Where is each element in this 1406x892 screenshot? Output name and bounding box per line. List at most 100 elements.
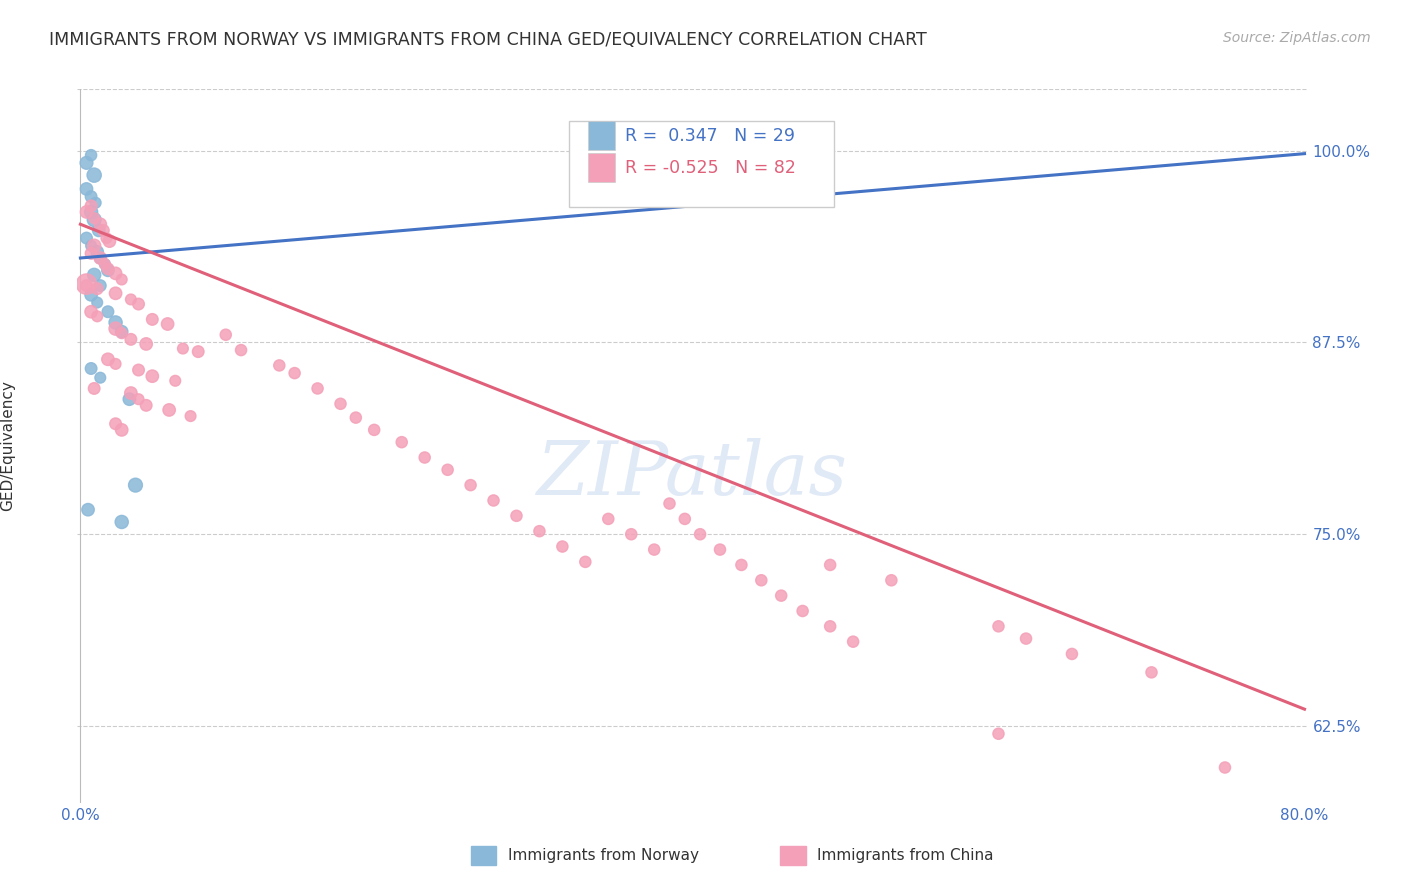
Point [284,366,307,380]
Point [344,410,367,425]
Point [86,244,108,259]
Point [505,508,527,523]
Point [86,310,108,324]
Point [987,619,1010,633]
Point [215,327,238,342]
Point [89,251,111,265]
Point [104,417,127,431]
Point [80,205,103,219]
Point [141,312,163,326]
Point [97,263,120,277]
Point [80,304,103,318]
Point [172,342,194,356]
Point [187,344,209,359]
Point [83,168,105,182]
Point [83,381,105,395]
Text: Source: ZipAtlas.com: Source: ZipAtlas.com [1223,31,1371,45]
Point [658,497,681,511]
Point [436,463,458,477]
Point [180,409,202,423]
Point [104,321,127,335]
Point [269,359,291,373]
Point [1060,647,1083,661]
Point [643,542,665,557]
Point [111,272,134,286]
Point [128,392,150,407]
Point [94,257,117,271]
Point [89,217,111,231]
Point [1015,632,1038,646]
Point [157,403,180,417]
Point [124,478,146,492]
Point [80,246,103,260]
Point [76,156,98,170]
Point [529,524,551,538]
Point [156,317,179,331]
Point [80,238,103,252]
Point [229,343,252,357]
Point [329,397,352,411]
Point [818,558,841,572]
Point [363,423,385,437]
Point [818,619,841,633]
Point [104,266,127,280]
Point [1213,760,1236,774]
Text: ZIPatlas: ZIPatlas [537,438,848,511]
Text: R = -0.525   N = 82: R = -0.525 N = 82 [624,159,796,177]
Point [482,493,505,508]
Point [87,223,110,237]
Y-axis label: GED/Equivalency: GED/Equivalency [0,381,15,511]
Point [86,282,108,296]
Point [89,370,111,384]
Point [76,205,98,219]
Text: Immigrants from China: Immigrants from China [817,848,994,863]
Point [93,223,115,237]
Point [111,326,134,341]
Point [987,727,1010,741]
Point [620,527,643,541]
Point [1140,665,1163,680]
Point [391,435,413,450]
Point [118,392,141,407]
Point [76,278,98,293]
Point [83,212,105,227]
Point [80,189,103,203]
Point [770,589,793,603]
FancyBboxPatch shape [569,121,834,207]
Point [165,374,187,388]
Point [84,195,107,210]
Point [689,527,711,541]
Point [97,352,120,367]
Point [89,251,111,265]
Point [76,182,98,196]
Point [80,361,103,376]
Point [86,295,108,310]
Text: R =  0.347   N = 29: R = 0.347 N = 29 [624,127,794,145]
Point [120,293,142,307]
Point [599,184,621,198]
Point [141,369,163,384]
Text: Immigrants from Norway: Immigrants from Norway [508,848,699,863]
Point [120,386,142,401]
Point [792,604,814,618]
Point [104,357,127,371]
Point [842,634,865,648]
Point [97,304,120,318]
Point [83,268,105,282]
Point [97,261,120,276]
Text: IMMIGRANTS FROM NORWAY VS IMMIGRANTS FROM CHINA GED/EQUIVALENCY CORRELATION CHAR: IMMIGRANTS FROM NORWAY VS IMMIGRANTS FRO… [49,31,927,49]
Point [111,515,134,529]
Point [104,286,127,301]
Point [574,555,596,569]
Point [80,199,103,213]
Point [551,540,574,554]
Point [128,363,150,377]
Point [598,512,620,526]
Point [111,423,134,437]
Point [96,231,118,245]
Point [80,288,103,302]
Point [80,148,103,162]
Point [94,257,117,271]
Point [880,574,903,588]
Point [98,234,121,248]
